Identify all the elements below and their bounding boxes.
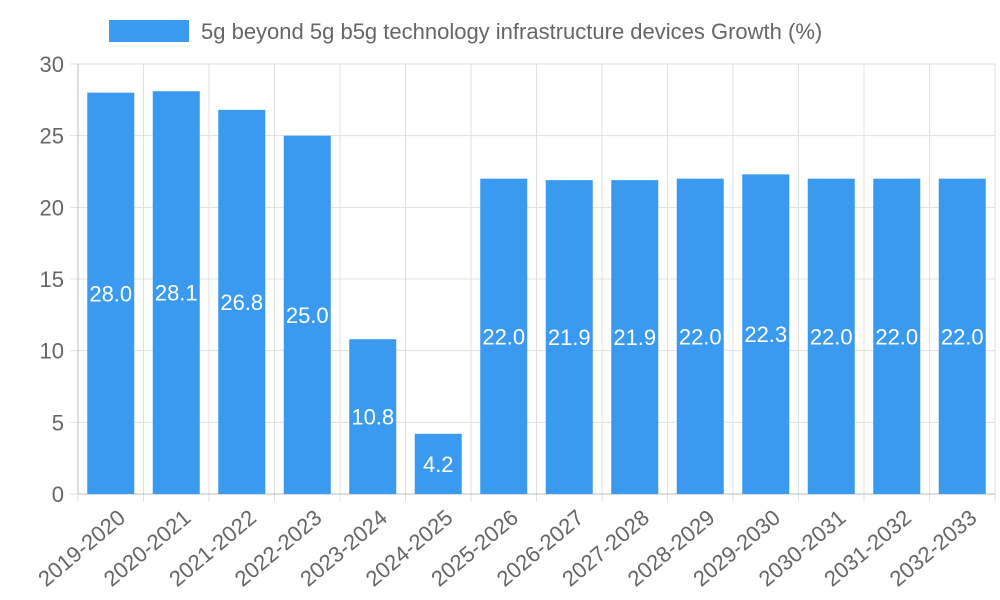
data-label-2021-2022: 26.8 [220, 290, 263, 315]
data-label-2026-2027: 21.9 [548, 325, 591, 350]
grid-lines [70, 63, 996, 502]
legend-label: 5g beyond 5g b5g technology infrastructu… [201, 19, 822, 44]
data-label-2023-2024: 10.8 [351, 405, 394, 430]
bar-2027-2028[interactable] [611, 180, 659, 494]
y-tick-label: 10 [40, 339, 64, 364]
data-label-2032-2033: 22.0 [941, 324, 984, 349]
data-label-2031-2032: 22.0 [875, 324, 918, 349]
y-tick-label: 30 [40, 52, 64, 77]
y-tick-label: 0 [52, 482, 64, 507]
legend[interactable]: 5g beyond 5g b5g technology infrastructu… [109, 19, 822, 44]
legend-swatch [109, 20, 189, 42]
data-label-2024-2025: 4.2 [423, 452, 454, 477]
bar-2019-2020[interactable] [87, 92, 135, 495]
x-axis-tick-labels: 2019-20202020-20212021-20222022-20232023… [33, 505, 981, 592]
bar-2029-2030[interactable] [742, 174, 790, 494]
y-tick-label: 5 [52, 410, 64, 435]
bars [87, 91, 986, 495]
y-tick-label: 15 [40, 267, 64, 292]
y-axis-tick-labels: 0 5 10 15 20 25 30 [40, 52, 64, 507]
data-label-2028-2029: 22.0 [679, 324, 722, 349]
data-label-2019-2020: 28.0 [89, 281, 132, 306]
bar-2031-2032[interactable] [873, 178, 921, 494]
y-tick-label: 25 [40, 124, 64, 149]
y-tick-label: 20 [40, 195, 64, 220]
bar-2021-2022[interactable] [218, 109, 266, 494]
data-label-2027-2028: 21.9 [613, 325, 656, 350]
bar-2032-2033[interactable] [938, 178, 986, 494]
bar-2025-2026[interactable] [480, 178, 528, 494]
bar-2020-2021[interactable] [152, 91, 200, 494]
bar-2022-2023[interactable] [283, 135, 331, 494]
bar-2023-2024[interactable] [349, 339, 397, 494]
data-labels: 28.0 28.1 26.8 25.0 10.8 4.2 22.0 21.9 21.9 22.0 2… [89, 281, 983, 477]
data-label-2029-2030: 22.3 [744, 322, 787, 347]
data-label-2022-2023: 25.0 [286, 303, 329, 328]
bar-2030-2031[interactable] [807, 178, 855, 494]
bar-2026-2027[interactable] [545, 180, 593, 494]
data-label-2020-2021: 28.1 [155, 281, 198, 306]
data-label-2030-2031: 22.0 [810, 324, 853, 349]
data-label-2025-2026: 22.0 [482, 324, 525, 349]
bar-2028-2029[interactable] [676, 178, 724, 494]
bar-2024-2025[interactable] [414, 433, 462, 494]
